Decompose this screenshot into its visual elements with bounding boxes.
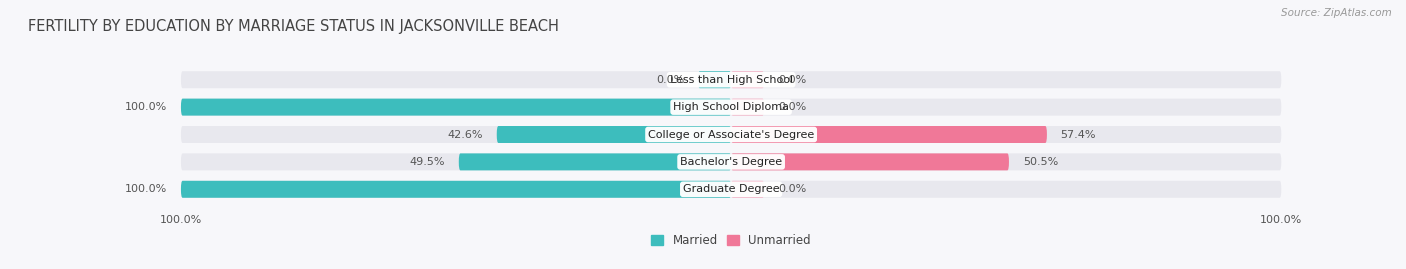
Text: Graduate Degree: Graduate Degree [683, 184, 779, 194]
FancyBboxPatch shape [181, 153, 1281, 170]
FancyBboxPatch shape [731, 99, 763, 116]
Text: 0.0%: 0.0% [778, 184, 806, 194]
Text: 42.6%: 42.6% [447, 129, 484, 140]
FancyBboxPatch shape [731, 71, 763, 88]
Text: 100.0%: 100.0% [125, 102, 167, 112]
Text: High School Diploma: High School Diploma [673, 102, 789, 112]
Text: Less than High School: Less than High School [669, 75, 793, 85]
Text: 0.0%: 0.0% [657, 75, 685, 85]
Text: 50.5%: 50.5% [1022, 157, 1057, 167]
FancyBboxPatch shape [699, 71, 731, 88]
Text: College or Associate's Degree: College or Associate's Degree [648, 129, 814, 140]
FancyBboxPatch shape [181, 181, 731, 198]
FancyBboxPatch shape [458, 153, 731, 170]
FancyBboxPatch shape [181, 99, 731, 116]
FancyBboxPatch shape [181, 181, 1281, 198]
Legend: Married, Unmarried: Married, Unmarried [647, 230, 815, 252]
Text: 57.4%: 57.4% [1060, 129, 1097, 140]
Text: 0.0%: 0.0% [778, 75, 806, 85]
FancyBboxPatch shape [181, 126, 1281, 143]
FancyBboxPatch shape [731, 181, 763, 198]
Text: FERTILITY BY EDUCATION BY MARRIAGE STATUS IN JACKSONVILLE BEACH: FERTILITY BY EDUCATION BY MARRIAGE STATU… [28, 19, 560, 34]
FancyBboxPatch shape [181, 99, 1281, 116]
FancyBboxPatch shape [731, 126, 1047, 143]
Text: Bachelor's Degree: Bachelor's Degree [681, 157, 782, 167]
FancyBboxPatch shape [731, 153, 1010, 170]
Text: 100.0%: 100.0% [125, 184, 167, 194]
FancyBboxPatch shape [181, 71, 1281, 88]
FancyBboxPatch shape [496, 126, 731, 143]
Text: 49.5%: 49.5% [409, 157, 446, 167]
Text: Source: ZipAtlas.com: Source: ZipAtlas.com [1281, 8, 1392, 18]
Text: 0.0%: 0.0% [778, 102, 806, 112]
